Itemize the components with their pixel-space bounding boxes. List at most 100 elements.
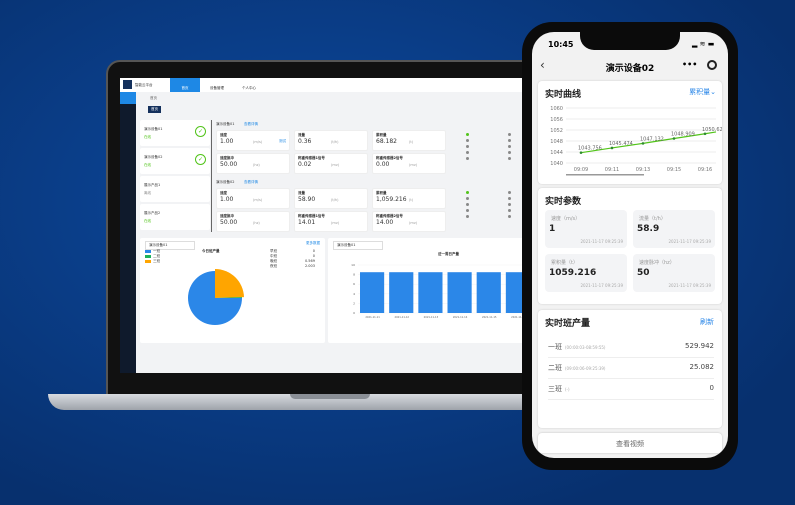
bar-panel: 演示设备01 近一周日产量 0 2 4 6 8 10 2021-11-11 2021-11-1… xyxy=(328,238,538,343)
status-indicator-icon xyxy=(508,209,511,212)
param-tile: 速度脉冲（hz） 50 2021-11-17 09:25:39 xyxy=(633,254,715,292)
details-link[interactable]: 查看详情 xyxy=(244,180,258,184)
metric-selector[interactable]: 累积量⌄ xyxy=(689,87,716,97)
data-label: 1045.474 xyxy=(609,141,633,147)
stat-value: 0 xyxy=(312,249,315,253)
app-name: 智能云平台 xyxy=(135,83,153,87)
device-name: 演示设备02 xyxy=(144,155,163,159)
nav-home[interactable]: 首页 xyxy=(170,78,200,92)
param-tile: 累积量（t） 1059.216 2021-11-17 09:25:39 xyxy=(545,254,627,292)
param-label: 称重传感器1信号 xyxy=(298,214,325,218)
data-label: 1048.909 xyxy=(671,132,695,138)
group-name: 演示设备01 xyxy=(216,122,235,126)
param-label: 流量 xyxy=(298,191,305,195)
y-tick-label: 1052 xyxy=(550,128,563,134)
legend-swatch xyxy=(145,250,151,253)
stat-row: 晚班 0.569 xyxy=(270,259,315,264)
param-value: 50.00 xyxy=(220,161,238,168)
phone-notch xyxy=(580,32,680,50)
device-name: 展示产品2 xyxy=(144,211,161,215)
param-unit: (t/h) xyxy=(331,198,339,202)
status-indicator-icon xyxy=(508,197,511,200)
device-select[interactable]: 演示设备01 xyxy=(333,241,383,250)
param-unit: (mv) xyxy=(331,221,340,225)
param-card: 称重传感器1信号 14.01 (mv) xyxy=(294,211,368,232)
device-list-item[interactable]: 演示设备02 在线 ✓ xyxy=(140,148,210,174)
target-close-icon[interactable] xyxy=(707,60,717,70)
back-icon[interactable]: ‹ xyxy=(540,58,545,72)
device-name: 展示产品1 xyxy=(144,183,161,187)
param-tile: 速度（m/s） 1 2021-11-17 09:25:39 xyxy=(545,210,627,248)
x-tick-label: 09:11 xyxy=(605,167,619,173)
param-unit: (mv) xyxy=(331,163,340,167)
stat-label: 夜班 xyxy=(270,264,277,268)
view-video-button[interactable]: 查看视频 xyxy=(538,433,722,453)
shift-name: 二班 xyxy=(548,364,562,372)
param-unit: (m/s) xyxy=(253,140,263,144)
legend-label: 二班 xyxy=(153,254,160,258)
status-indicator-icon xyxy=(466,203,469,206)
param-timestamp: 2021-11-17 09:25:39 xyxy=(668,239,711,244)
device-list-item[interactable]: 展示产品2 在线 xyxy=(140,204,210,230)
param-card: 称重传感器1信号 0.02 (mv) xyxy=(294,153,368,174)
nav-device-management[interactable]: 设备管理 xyxy=(210,86,224,90)
param-unit: (mv) xyxy=(409,163,418,167)
param-value: 1.00 xyxy=(220,138,234,145)
device-list-item[interactable]: 展示产品1 离线 xyxy=(140,176,210,202)
shift-name: 一班 xyxy=(548,343,562,351)
param-timestamp: 2021-11-17 09:25:39 xyxy=(668,283,711,288)
param-value: 1,059.216 xyxy=(376,196,407,203)
param-unit: (t) xyxy=(409,198,414,202)
y-tick-label: 8 xyxy=(353,273,355,277)
legend-item: 二班 xyxy=(145,254,160,259)
shift-name-cell: 一班 (00:00:03-08:59:55) xyxy=(548,342,606,352)
status-indicator-icon xyxy=(466,197,469,200)
sidebar-home-icon[interactable] xyxy=(120,92,136,104)
details-link[interactable]: 查看详情 xyxy=(244,122,258,126)
param-unit: (mv) xyxy=(409,221,418,225)
more-icon[interactable]: ••• xyxy=(682,60,698,69)
shift-name: 三班 xyxy=(548,385,562,393)
nav-profile[interactable]: 个人中心 xyxy=(242,86,256,90)
status-indicator-icon xyxy=(508,191,511,194)
laptop-base xyxy=(48,394,568,410)
status-indicator-icon xyxy=(508,157,511,160)
status-indicator-icon xyxy=(508,215,511,218)
status-indicator-icon xyxy=(466,215,469,218)
y-tick-label: 1048 xyxy=(550,139,563,145)
param-value: 1.00 xyxy=(220,196,234,203)
page-tag[interactable]: 首页 xyxy=(148,106,161,113)
sidebar xyxy=(120,92,136,373)
pie-slice xyxy=(215,269,244,298)
device-select[interactable]: 演示设备01 xyxy=(145,241,195,250)
x-tick-label: 09:16 xyxy=(698,167,712,173)
chart-scrollbar[interactable] xyxy=(566,174,644,176)
param-label: 累积量（t） xyxy=(551,260,578,266)
data-label: 1047.132 xyxy=(640,136,664,142)
legend-swatch xyxy=(145,255,151,258)
param-card: 速度 1.00 (m/s) 测试 xyxy=(216,130,290,151)
more-data-link[interactable]: 更多数据 xyxy=(306,241,320,245)
bar xyxy=(418,272,443,313)
stat-row: 夜班 2.003 xyxy=(270,264,315,269)
scrollbar[interactable] xyxy=(211,120,212,232)
param-label: 速度脉冲 xyxy=(220,156,234,160)
stat-row: 中班 0 xyxy=(270,254,315,259)
test-button[interactable]: 测试 xyxy=(279,139,286,143)
refresh-button[interactable]: 刷新 xyxy=(700,318,714,326)
shift-output: 25.082 xyxy=(689,363,715,371)
x-tick-label: 2021-11-16 xyxy=(511,315,526,319)
device-groups: 演示设备01 查看详情 速度 1.00 (m/s) 测试 流量 0.36 (t/h) 累积量 68.… xyxy=(216,120,536,236)
device-list-item[interactable]: 演示设备01 在线 ✓ xyxy=(140,120,210,146)
pie-legend: 一班 二班 三班 xyxy=(145,249,160,264)
param-value: 0.02 xyxy=(298,161,312,168)
group-name: 演示设备02 xyxy=(216,180,235,184)
param-value: 14.00 xyxy=(376,219,394,226)
legend-label: 一班 xyxy=(153,249,160,253)
param-card: 速度脉冲 50.00 (hz) xyxy=(216,211,290,232)
param-card: 称重传感器2信号 0.00 (mv) xyxy=(372,153,446,174)
status-indicator-icon xyxy=(508,151,511,154)
x-tick-label: 09:15 xyxy=(667,167,681,173)
param-value: 14.01 xyxy=(298,219,316,226)
legend-item: 一班 xyxy=(145,249,160,254)
